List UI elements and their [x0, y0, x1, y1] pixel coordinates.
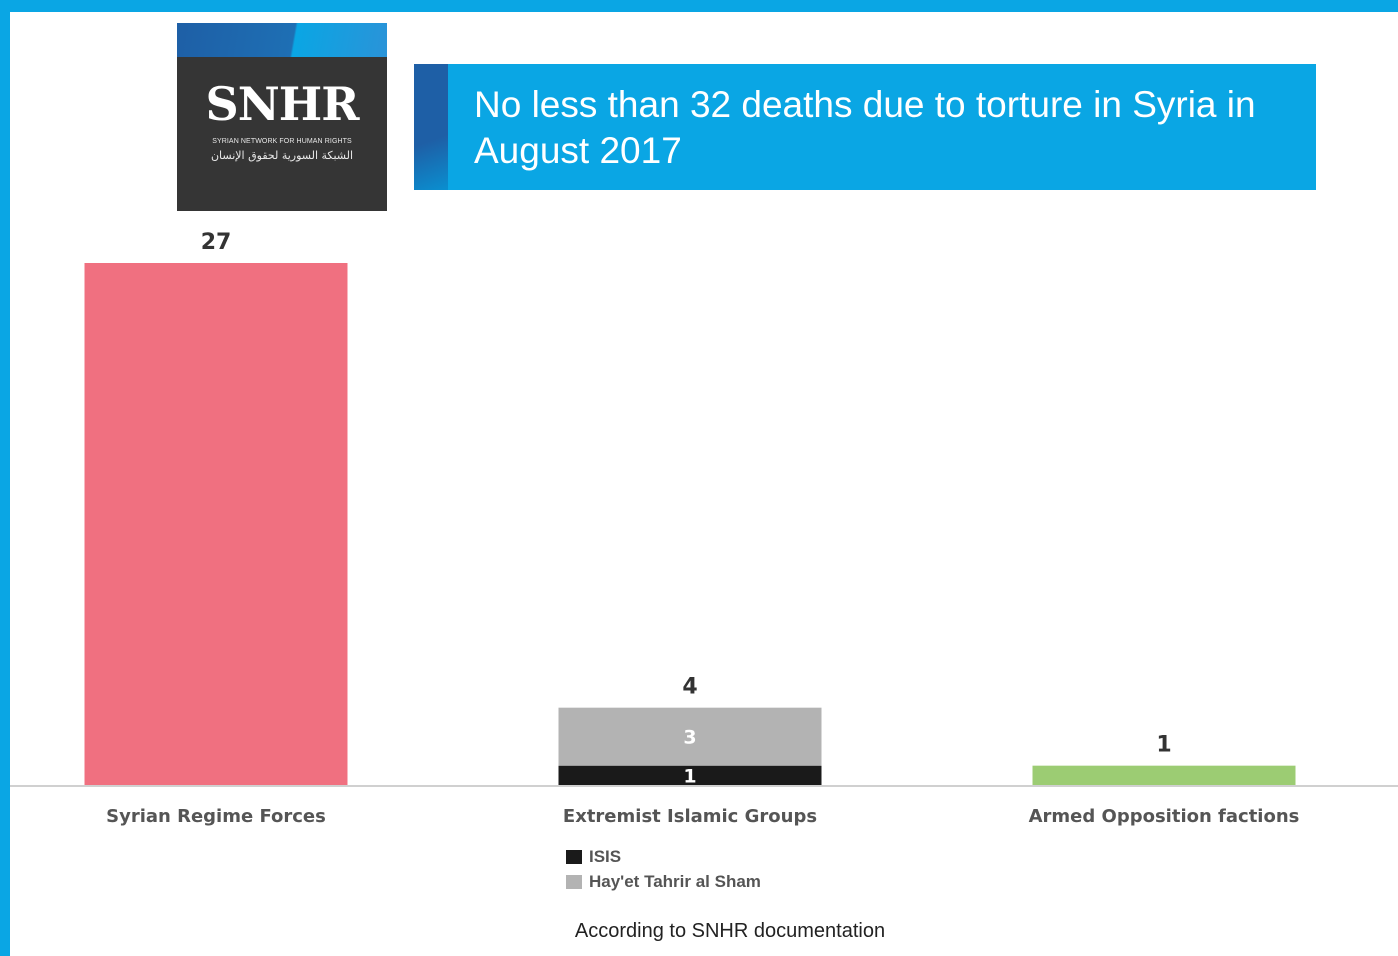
total-label-2: 1 [1156, 733, 1171, 758]
legend-item-hayet-tahrir: Hay'et Tahrir al Sham [566, 869, 761, 894]
segment-label-1-1: 1 [683, 765, 696, 787]
total-label-0: 27 [201, 230, 232, 255]
category-label-2: Armed Opposition factions [1029, 806, 1300, 827]
category-label-1: Extremist Islamic Groups [563, 806, 817, 827]
legend-label-hayet-tahrir: Hay'et Tahrir al Sham [589, 872, 761, 892]
bar-2-3 [1033, 766, 1296, 785]
source-note: According to SNHR documentation [0, 920, 1398, 943]
legend-label-isis: ISIS [589, 847, 621, 867]
bar-0-0 [85, 263, 348, 785]
legend-swatch-hayet-tahrir [566, 875, 582, 889]
legend-item-isis: ISIS [566, 844, 761, 869]
segment-label-1-2: 3 [683, 727, 696, 749]
legend-swatch-isis [566, 850, 582, 864]
legend: ISIS Hay'et Tahrir al Sham [566, 844, 761, 894]
total-label-1: 4 [682, 675, 697, 700]
category-label-0: Syrian Regime Forces [106, 806, 326, 827]
